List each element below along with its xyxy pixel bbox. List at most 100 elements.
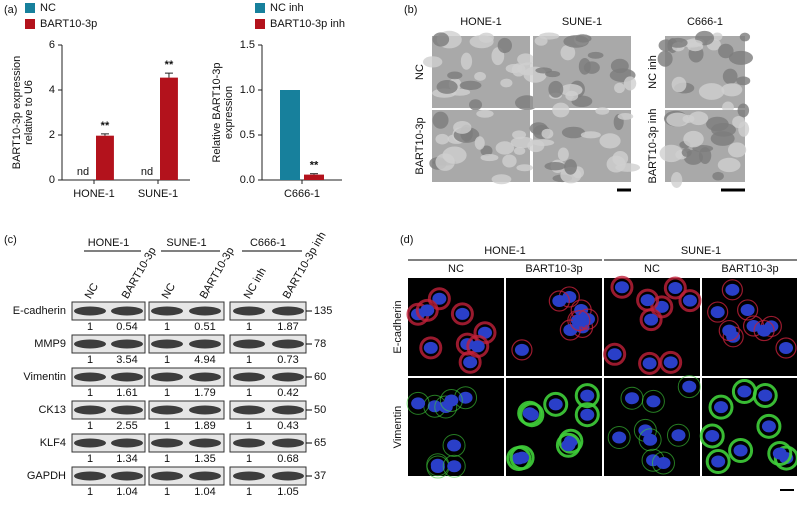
band	[189, 471, 221, 481]
quantification: 1.04	[194, 486, 215, 498]
nucleus	[522, 407, 537, 420]
membrane-signal	[610, 275, 634, 299]
band	[189, 339, 221, 349]
cell	[739, 32, 751, 42]
nucleus	[733, 444, 748, 457]
nucleus	[642, 357, 657, 370]
membrane-signal	[677, 375, 701, 399]
y-tick-label: 4	[49, 84, 55, 96]
cell	[683, 130, 704, 148]
row-label: NC	[414, 64, 426, 80]
band	[74, 372, 106, 382]
cell	[623, 76, 637, 91]
group-label: SUNE-1	[681, 245, 721, 257]
quantification: 1.05	[277, 486, 298, 498]
cell	[578, 57, 591, 75]
column-label: C666-1	[687, 16, 723, 28]
y-axis-label: BART10-3p expression	[11, 56, 23, 170]
membrane-signal	[651, 451, 675, 475]
nucleus	[758, 389, 773, 402]
membrane-signal	[509, 445, 535, 471]
y-tick-label: 2	[49, 129, 55, 141]
cell	[595, 107, 610, 115]
nucleus	[640, 294, 655, 307]
kda-label: 135	[314, 305, 332, 317]
quantification: 1	[246, 453, 252, 465]
quantification: 1.34	[116, 453, 137, 465]
row-label: NC inh	[647, 55, 659, 89]
cell	[548, 80, 564, 98]
cell	[491, 174, 512, 185]
quantification: 1.35	[194, 453, 215, 465]
cell	[712, 32, 723, 41]
band	[272, 372, 304, 382]
membrane-signal	[756, 413, 782, 439]
nucleus	[447, 439, 462, 452]
nucleus	[548, 398, 563, 411]
quantification: 1	[164, 354, 170, 366]
band	[151, 471, 183, 481]
cell	[474, 136, 485, 150]
cell	[453, 121, 472, 134]
cell	[722, 68, 738, 85]
band	[74, 306, 106, 316]
legend-label: BART10-3p inh	[270, 18, 345, 30]
nucleus	[646, 395, 661, 408]
nucleus	[458, 391, 473, 404]
band	[151, 438, 183, 448]
nucleus	[737, 385, 752, 398]
cell	[666, 112, 690, 127]
band	[111, 405, 143, 415]
band	[74, 471, 106, 481]
quantification: 1	[164, 321, 170, 333]
membrane-signal	[666, 423, 690, 447]
cell	[612, 150, 629, 166]
cell	[474, 71, 486, 81]
cell	[544, 161, 566, 171]
column-label: SUNE-1	[562, 16, 602, 28]
cell	[423, 56, 443, 68]
membrane-signal	[406, 391, 430, 415]
band	[272, 438, 304, 448]
cell	[500, 78, 513, 88]
group-label: C666-1	[250, 237, 286, 249]
band	[272, 339, 304, 349]
membrane-signal	[718, 319, 740, 342]
blot	[148, 400, 225, 420]
y-axis-label: Relative BART10-3p	[211, 62, 223, 162]
cell	[564, 159, 577, 175]
membrane-signal	[663, 276, 687, 300]
membrane-signal	[415, 298, 439, 322]
cell	[435, 133, 450, 145]
quantification: 1	[164, 420, 170, 432]
cell	[478, 32, 494, 43]
cell	[688, 111, 709, 126]
nucleus	[514, 343, 529, 356]
bar	[96, 135, 114, 180]
nucleus	[705, 429, 720, 442]
band	[233, 306, 265, 316]
band	[233, 405, 265, 415]
cell	[718, 43, 734, 59]
membrane-signal	[641, 389, 665, 413]
panel-label: (d)	[400, 234, 413, 246]
band	[151, 339, 183, 349]
band	[272, 471, 304, 481]
band	[111, 372, 143, 382]
nucleus	[447, 460, 462, 473]
membrane-signal	[707, 301, 729, 323]
cell	[717, 157, 741, 173]
blot	[148, 367, 225, 387]
cell	[728, 50, 754, 65]
band	[151, 405, 183, 415]
cell	[495, 141, 515, 155]
blot	[148, 433, 225, 453]
panel-label: (b)	[404, 4, 417, 16]
quantification: 2.55	[116, 420, 137, 432]
cell	[447, 71, 463, 80]
quantification: 4.94	[194, 354, 215, 366]
legend-swatch	[255, 3, 265, 13]
legend-swatch	[25, 19, 35, 29]
legend-label: NC inh	[270, 2, 304, 14]
quantification: 1.87	[277, 321, 298, 333]
